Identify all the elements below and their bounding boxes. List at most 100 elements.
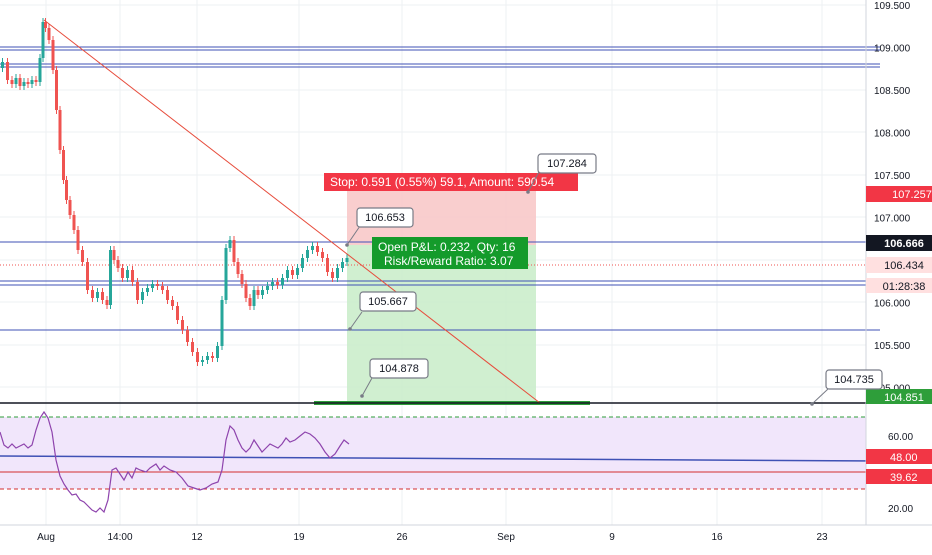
candle-body [126,270,129,278]
time-label: Sep [497,532,515,543]
price-tick-label: 107.500 [874,171,911,182]
candle-body [261,290,264,295]
candle-body [68,200,72,215]
candle-body [22,82,26,86]
candle-body [240,274,244,284]
candle-body [136,282,139,300]
candle-body [55,70,58,110]
candle-body [76,230,80,250]
candle-body [281,278,284,285]
candle-body [271,282,274,286]
price-tick-label: 109.500 [874,1,911,12]
stop-level-badge: 107.257 [866,186,932,202]
rsi-axis-label: 20.00 [888,504,913,515]
candle-body [86,262,89,290]
svg-text:104.878: 104.878 [379,363,419,375]
candle-body [41,22,45,58]
candle-body [321,252,324,258]
candle-body [141,292,144,300]
candle-body [206,356,209,360]
svg-text:Stop: 0.591 (0.55%) 59.1, Amou: Stop: 0.591 (0.55%) 59.1, Amount: 590.54 [330,175,554,189]
candle-body [276,282,279,285]
candle-body [47,28,51,40]
candle-body [252,290,256,306]
candle-body [316,246,319,252]
candle-body [121,268,124,278]
candle-body [151,284,154,288]
time-axis[interactable]: Aug 14:00 12 19 26 Sep 9 16 23 [37,532,828,543]
candle-body [306,250,309,258]
stop-price-callout[interactable]: 107.284 [526,153,597,194]
rsi-level-blue[interactable] [0,455,881,462]
countdown-badge: 01:28:38 [866,278,932,293]
resistance-badge: 106.666 [866,235,932,251]
candle-body [109,250,112,305]
candle-body [51,40,55,70]
candle-body [236,262,240,274]
candle-body [65,180,68,200]
candle-body [331,272,334,278]
candlestick-series[interactable] [1,18,349,366]
candle-body [161,286,164,290]
svg-text:104.735: 104.735 [834,374,874,386]
candle-body [286,270,289,278]
target-price-callout[interactable]: 104.878 [360,358,429,398]
last-price-badge: 106.434 [866,257,932,273]
candle-body [81,250,84,262]
price-tick-label: 108.500 [874,86,911,97]
rsi-line [0,410,350,514]
far-price-callout[interactable]: 104.735 [810,369,883,406]
time-label: Aug [37,532,55,543]
entry-price-callout[interactable]: 106.653 [345,207,414,247]
candle-body [116,260,120,268]
svg-text:39.62: 39.62 [890,472,918,484]
candle-body [156,284,159,286]
rsi-band [0,417,866,489]
time-label: 26 [396,532,408,543]
candle-body [91,290,94,298]
svg-text:48.00: 48.00 [890,452,918,464]
svg-text:106.666: 106.666 [884,238,924,250]
svg-text:104.851: 104.851 [884,392,924,404]
horizontal-levels[interactable] [0,46,880,331]
candle-body [341,262,344,268]
time-label: 23 [816,532,828,543]
time-label: 14:00 [107,532,132,543]
candle-body [26,82,30,84]
time-label: 16 [711,532,723,543]
svg-text:105.667: 105.667 [368,296,408,308]
candle-body [186,330,189,342]
candle-body [345,258,349,262]
candle-body [201,360,204,362]
support-price-callout[interactable]: 105.667 [348,291,417,331]
candle-body [248,298,252,306]
rsi-upper-badge: 48.00 [866,449,932,464]
pnl-info-label[interactable]: Open P&L: 0.232, Qty: 16 Risk/Reward Rat… [372,237,528,269]
candle-body [311,246,314,250]
rsi-lower-badge: 39.62 [866,469,932,484]
rsi-axis-label: 60.00 [888,432,913,443]
candle-body [244,284,248,298]
svg-text:Risk/Reward Ratio: 3.07: Risk/Reward Ratio: 3.07 [384,254,514,268]
candle-body [301,258,304,268]
candle-body [232,240,236,262]
stop-info-label[interactable]: Stop: 0.591 (0.55%) 59.1, Amount: 590.54 [324,173,578,191]
price-tick-label: 105.500 [874,341,911,352]
candle-body [30,80,34,84]
candle-body [216,346,219,358]
candle-body [176,306,179,320]
time-label: 19 [293,532,305,543]
price-tick-label: 107.000 [874,214,911,225]
candle-body [336,268,339,278]
price-tick-label: 108.000 [874,129,911,140]
time-label: 12 [191,532,203,543]
trendline[interactable] [43,19,541,404]
svg-text:106.434: 106.434 [884,260,924,272]
candle-body [131,270,134,282]
candle-body [18,78,22,86]
candle-body [146,288,149,292]
time-label: 9 [609,532,615,543]
candle-body [112,250,116,260]
candle-body [1,62,4,68]
